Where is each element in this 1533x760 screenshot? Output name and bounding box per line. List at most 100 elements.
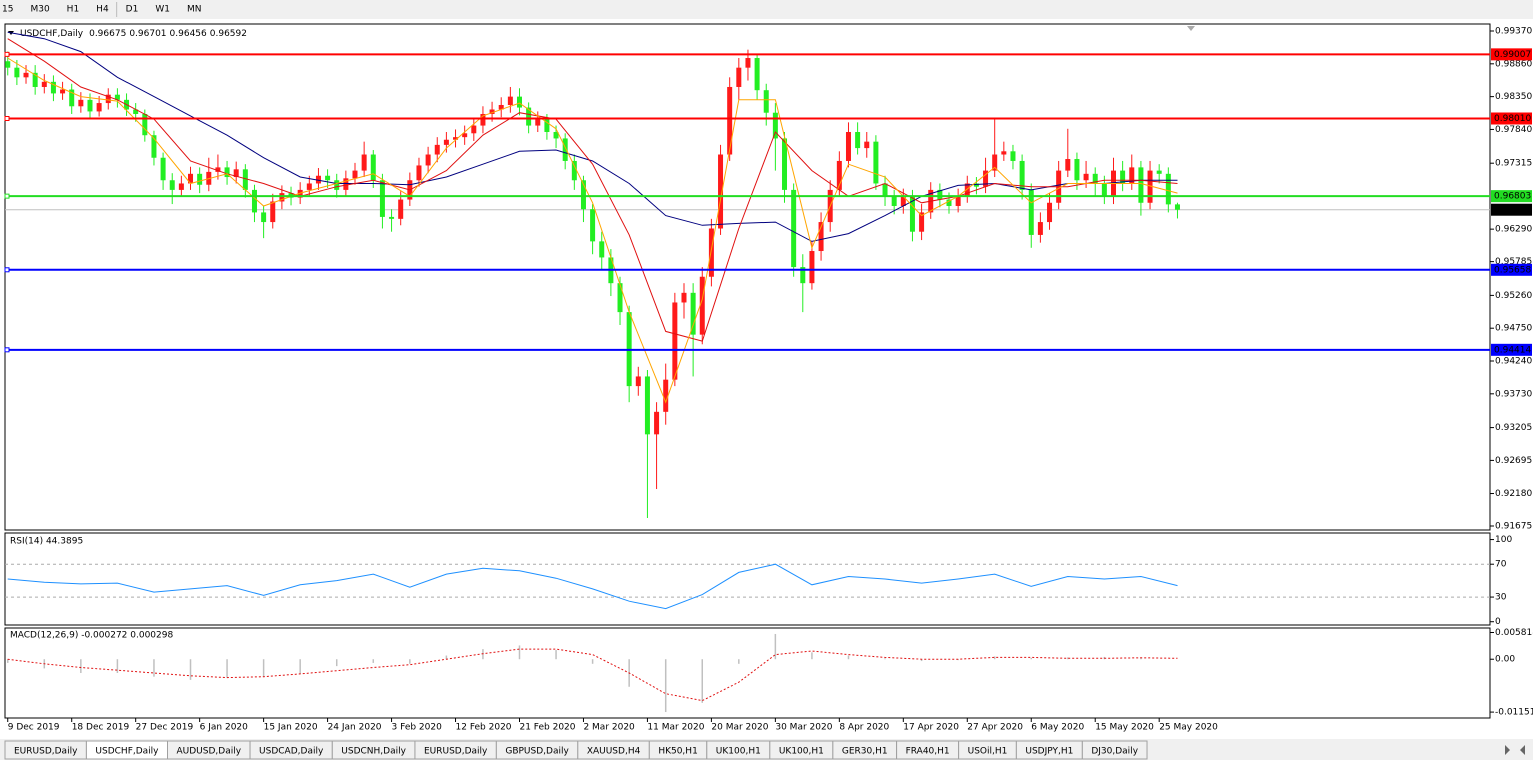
candle-body	[1001, 151, 1007, 155]
x-tick-label: 25 May 2020	[1159, 723, 1218, 733]
tab[interactable]: XAUUSD,H4	[577, 740, 650, 760]
tab-label[interactable]: UK100,H1	[716, 747, 761, 757]
tab-label[interactable]: USDCNH,Daily	[341, 747, 406, 757]
candle-body	[654, 411, 660, 435]
candle-body	[909, 196, 915, 232]
tab-label[interactable]: DJ30,Daily	[1091, 747, 1138, 757]
candle-body	[1147, 170, 1153, 203]
tab-label[interactable]: EURUSD,Daily	[14, 747, 78, 757]
candle-body	[919, 212, 925, 232]
candle-body	[224, 167, 230, 178]
level-price-label: 0.96803	[1494, 192, 1531, 202]
candle-body	[251, 189, 257, 213]
candle-body	[379, 180, 385, 217]
candle-body	[425, 154, 431, 166]
candle-body	[535, 119, 541, 126]
level-price-label: 0.95658	[1494, 265, 1531, 275]
y-tick-label: 0.95260	[1495, 291, 1532, 301]
candle-body	[845, 132, 851, 161]
candle-body	[343, 178, 349, 190]
level-handle	[4, 193, 10, 199]
tab[interactable]: FRA40,H1	[896, 740, 960, 760]
timeframe-button[interactable]: M30	[30, 5, 49, 15]
ohlc-value: 0.96675	[89, 29, 126, 39]
tab[interactable]: USOil,H1	[958, 740, 1017, 760]
candle-body	[507, 96, 513, 105]
tab-label[interactable]: GER30,H1	[842, 747, 888, 757]
y-tick-label: 0.92180	[1495, 489, 1532, 499]
candle-body	[105, 94, 111, 104]
candle-body	[352, 170, 358, 179]
timeframe-button[interactable]: H1	[67, 5, 80, 15]
candle-body	[736, 67, 742, 87]
tab[interactable]: EURUSD,Daily	[414, 740, 497, 760]
tab[interactable]: USDCAD,Daily	[249, 740, 333, 760]
level-price-label: 0.94414	[1494, 345, 1531, 355]
candle-body	[270, 201, 276, 223]
candle-body	[1165, 173, 1171, 205]
candle-body	[14, 67, 20, 78]
timeframe-button[interactable]: MN	[187, 5, 202, 15]
y-tick-label: 0	[1495, 617, 1501, 627]
tab-label[interactable]: UK100,H1	[779, 747, 824, 757]
tab-label[interactable]: XAUUSD,H4	[587, 747, 641, 757]
candle-body	[69, 89, 75, 107]
tab[interactable]: GER30,H1	[832, 740, 898, 760]
y-tick-label: 0.00	[1495, 655, 1515, 665]
level-price-box	[1491, 112, 1532, 125]
candle-body	[416, 165, 422, 181]
tab[interactable]: USDCNH,Daily	[331, 740, 416, 760]
x-tick-label: 20 Mar 2020	[711, 723, 768, 733]
candle-body	[635, 376, 641, 387]
main-panel	[4, 23, 1491, 531]
x-tick-label: 8 Apr 2020	[839, 723, 889, 733]
tab-label[interactable]: USOil,H1	[968, 747, 1008, 757]
timeframe-button[interactable]: D1	[126, 5, 139, 15]
candle-body	[900, 196, 906, 206]
candle-body	[23, 72, 29, 78]
candle-body	[160, 157, 166, 181]
tab[interactable]: USDJPY,H1	[1015, 740, 1083, 760]
y-tick-label: 0.005818	[1495, 628, 1533, 638]
candle-body	[836, 160, 842, 190]
timeframe-button[interactable]: 15	[2, 5, 13, 15]
y-tick-label: 30	[1495, 593, 1507, 603]
tab[interactable]: USDCHF,Daily	[85, 740, 168, 760]
tab-scroll[interactable]	[1505, 745, 1525, 755]
candle-body	[937, 189, 943, 200]
candle-body	[681, 292, 687, 303]
tab-label[interactable]: GBPUSD,Daily	[505, 747, 569, 757]
tab-label[interactable]: AUDUSD,Daily	[177, 747, 242, 757]
tab-label[interactable]: USDCAD,Daily	[259, 747, 324, 757]
candle-body	[398, 199, 404, 219]
candle-body	[599, 241, 605, 258]
x-tick-label: 6 May 2020	[1031, 723, 1084, 733]
level-price-box	[1491, 48, 1532, 61]
timeframe-button[interactable]: W1	[155, 5, 170, 15]
tab[interactable]: UK100,H1	[706, 740, 771, 760]
tab[interactable]: AUDUSD,Daily	[167, 740, 251, 760]
tab-label[interactable]: HK50,H1	[658, 747, 697, 757]
tab-label[interactable]: USDCHF,Daily	[95, 747, 159, 757]
tab-label[interactable]: FRA40,H1	[906, 747, 950, 757]
candle-body	[5, 61, 11, 68]
ohlc-value: 0.96592	[210, 29, 247, 39]
level-price-box	[1491, 343, 1532, 356]
chart-header: USDCHF,Daily 0.96675 0.96701 0.96456 0.96592	[20, 29, 247, 39]
candle-body	[489, 109, 495, 114]
candle-body	[690, 292, 696, 335]
macd-panel	[4, 627, 1491, 719]
tab[interactable]: EURUSD,Daily	[4, 740, 87, 760]
tab[interactable]: UK100,H1	[769, 740, 834, 760]
x-tick-label: 3 Feb 2020	[392, 723, 443, 733]
y-tick-label: 0.91675	[1495, 522, 1532, 532]
tab[interactable]: HK50,H1	[648, 740, 708, 760]
tab-label[interactable]: EURUSD,Daily	[424, 747, 488, 757]
tab-label[interactable]: USDJPY,H1	[1025, 747, 1073, 757]
candle-body	[973, 183, 979, 187]
tab[interactable]: GBPUSD,Daily	[495, 740, 579, 760]
timeframe-button[interactable]: H4	[96, 5, 109, 15]
tab[interactable]: DJ30,Daily	[1081, 740, 1148, 760]
level-price-box	[1491, 190, 1532, 203]
candle-body	[873, 141, 879, 184]
